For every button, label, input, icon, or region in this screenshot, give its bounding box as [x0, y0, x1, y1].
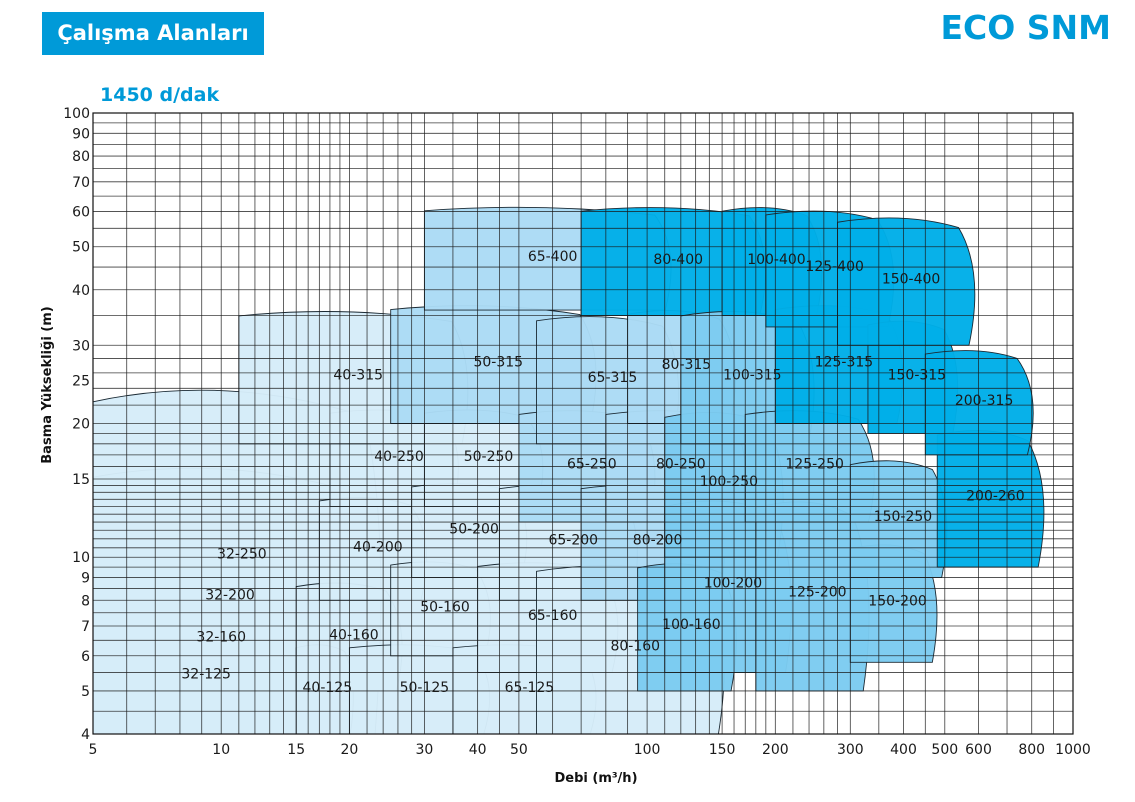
y-tick-label: 80: [72, 149, 90, 165]
x-tick-label: 30: [415, 742, 433, 758]
y-tick-label: 9: [81, 571, 90, 587]
region-label-40-200: 40-200: [353, 539, 403, 555]
region-label-50-315: 50-315: [473, 355, 523, 371]
region-label-65-250: 65-250: [567, 457, 617, 473]
y-axis-title: Basma Yüksekliği (m): [40, 306, 55, 463]
y-tick-label: 15: [72, 472, 90, 488]
region-label-65-160: 65-160: [528, 608, 578, 624]
x-tick-label: 100: [634, 742, 661, 758]
x-tick-label: 600: [965, 742, 992, 758]
region-label-32-125: 32-125: [181, 666, 231, 682]
region-label-80-160: 80-160: [610, 639, 660, 655]
region-label-32-250: 32-250: [217, 546, 267, 562]
x-tick-label: 200: [762, 742, 789, 758]
region-label-65-315: 65-315: [588, 370, 638, 386]
region-label-80-200: 80-200: [633, 533, 683, 549]
region-label-65-125: 65-125: [505, 680, 555, 696]
grid-layer: [92, 112, 1074, 735]
region-label-80-250: 80-250: [656, 457, 706, 473]
region-label-150-250: 150-250: [874, 509, 933, 525]
x-tick-label: 1000: [1055, 742, 1091, 758]
x-tick-label: 400: [890, 742, 917, 758]
region-label-50-200: 50-200: [449, 521, 499, 537]
region-label-100-400: 100-400: [747, 252, 806, 268]
region-150-400: [837, 217, 976, 346]
region-label-100-200: 100-200: [704, 575, 763, 591]
x-tick-label: 20: [341, 742, 359, 758]
region-label-80-315: 80-315: [662, 357, 712, 373]
y-tick-label: 4: [81, 727, 90, 743]
y-tick-label: 8: [81, 593, 90, 609]
region-label-50-160: 50-160: [420, 600, 470, 616]
region-label-65-200: 65-200: [548, 533, 598, 549]
y-tick-label: 5: [81, 684, 90, 700]
region-label-65-400: 65-400: [528, 249, 578, 265]
x-tick-label: 5: [89, 742, 98, 758]
speed-label: 1450 d/dak: [100, 84, 220, 106]
x-axis-title: Debi (m³/h): [554, 771, 637, 786]
regions-layer: [92, 206, 1045, 735]
region-labels-layer: 32-125 32-160 32-200 32-250 40-125 40-160 40-2…: [181, 249, 1024, 696]
region-label-100-160: 100-160: [662, 617, 721, 633]
y-tick-label: 90: [72, 126, 90, 142]
x-tick-label: 150: [709, 742, 736, 758]
region-label-150-315: 150-315: [888, 367, 947, 383]
y-tick-label: 60: [72, 205, 90, 221]
y-tick-label: 70: [72, 175, 90, 191]
region-label-50-250: 50-250: [464, 449, 514, 465]
region-label-125-315: 125-315: [815, 355, 874, 371]
region-label-40-160: 40-160: [329, 627, 379, 643]
y-tick-label: 100: [63, 106, 90, 122]
page-title: Çalışma Alanları: [42, 12, 264, 55]
region-label-32-200: 32-200: [205, 587, 255, 603]
x-tick-label: 800: [1018, 742, 1045, 758]
y-tick-label: 25: [72, 373, 90, 389]
y-tick-label: 30: [72, 338, 90, 354]
x-tick-label: 40: [469, 742, 487, 758]
region-label-125-200: 125-200: [788, 585, 847, 601]
brand-logo: ECO SNM: [940, 8, 1111, 47]
x-tick-label: 300: [837, 742, 864, 758]
region-label-40-250: 40-250: [374, 449, 424, 465]
x-tick-label: 10: [212, 742, 230, 758]
y-tick-label: 50: [72, 240, 90, 256]
region-label-80-400: 80-400: [653, 252, 703, 268]
region-label-100-315: 100-315: [723, 367, 782, 383]
y-tick-label: 10: [72, 550, 90, 566]
region-label-40-125: 40-125: [303, 680, 353, 696]
y-tick-label: 7: [81, 619, 90, 635]
region-label-100-250: 100-250: [700, 474, 759, 490]
y-tick-label: 20: [72, 417, 90, 433]
y-tick-label: 6: [81, 649, 90, 665]
region-label-125-250: 125-250: [785, 457, 844, 473]
x-tick-label: 500: [931, 742, 958, 758]
region-label-200-315: 200-315: [955, 393, 1014, 409]
y-tick-label: 40: [72, 283, 90, 299]
plot-frame: [92, 112, 1074, 735]
x-tick-label: 15: [287, 742, 305, 758]
region-label-150-400: 150-400: [882, 271, 941, 287]
region-label-32-160: 32-160: [196, 629, 246, 645]
region-label-150-200: 150-200: [868, 594, 927, 610]
region-label-50-125: 50-125: [400, 680, 450, 696]
region-label-125-400: 125-400: [805, 259, 864, 275]
x-tick-label: 50: [510, 742, 528, 758]
region-label-200-260: 200-260: [966, 488, 1025, 504]
ticks-layer: 5 10 15 20 30 40 50 100 150 200 300 400 500 600 800 100…: [63, 106, 1091, 758]
region-label-40-315: 40-315: [333, 367, 383, 383]
